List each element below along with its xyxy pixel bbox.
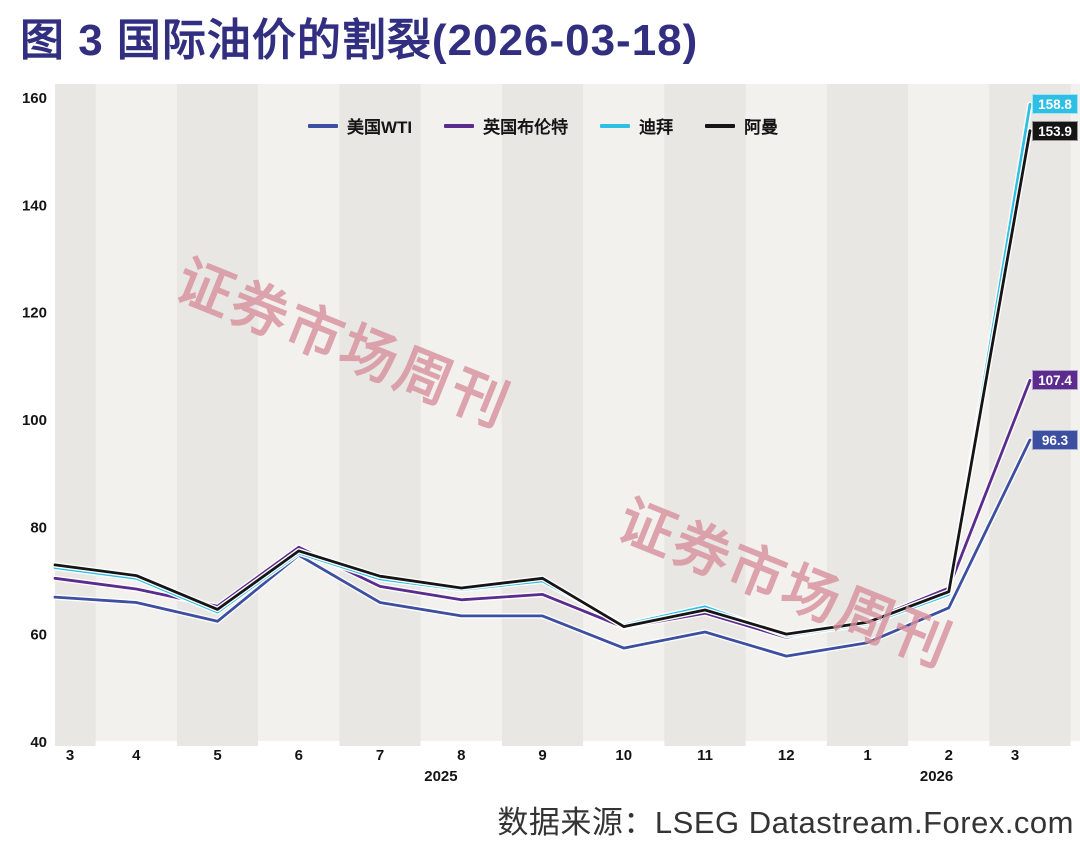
data-source-caption: 数据来源：LSEG Datastream.Forex.com [497,805,1074,840]
chart-bands [55,84,1080,746]
svg-text:9: 9 [538,747,546,764]
y-axis-labels: 40 60 80 100 120 140 160 [22,90,47,751]
svg-text:10: 10 [615,747,632,764]
svg-text:7: 7 [376,747,384,764]
chart-legend: 美国WTI 英国布伦特 迪拜 阿曼 [308,113,778,138]
svg-text:2025: 2025 [424,768,457,785]
svg-text:2: 2 [945,747,953,764]
svg-text:100: 100 [22,412,47,429]
legend-item-brent: 英国布伦特 [444,113,568,138]
wti-line-swatch [308,123,338,128]
svg-text:5: 5 [213,747,221,764]
svg-text:3: 3 [66,747,74,764]
legend-label-wti: 美国WTI [347,118,413,137]
legend-label-dubai: 迪拜 [639,118,674,137]
series-line-3 [53,129,1032,636]
series-line-0 [53,438,1032,658]
series-end-value-label-0: 96.3 [1032,430,1078,450]
svg-text:1: 1 [863,747,871,764]
svg-text:8: 8 [457,747,465,764]
dubai-line-swatch [600,123,631,128]
svg-text:11: 11 [697,747,713,764]
svg-text:80: 80 [30,519,47,536]
svg-text:12: 12 [778,747,795,764]
oman-line-swatch [705,123,736,128]
svg-text:120: 120 [22,305,47,322]
legend-label-brent: 英国布伦特 [483,118,569,137]
svg-text:2026: 2026 [920,768,953,785]
legend-item-dubai: 迪拜 [600,113,673,138]
series-end-value-label-1: 107.4 [1032,370,1078,390]
svg-text:40: 40 [30,734,47,751]
svg-text:6: 6 [295,747,303,764]
svg-text:4: 4 [132,747,141,764]
svg-text:60: 60 [30,627,47,644]
series-end-value-label-3: 153.9 [1032,121,1078,141]
series-lines [52,101,1033,659]
svg-text:140: 140 [22,197,47,214]
svg-text:3: 3 [1011,747,1019,764]
series-end-value-label-2: 158.8 [1032,94,1078,114]
legend-label-oman: 阿曼 [744,118,779,137]
svg-text:160: 160 [22,90,47,107]
legend-item-oman: 阿曼 [705,113,778,138]
page-title: 图 3 国际油价的割裂(2026-03-18) [20,16,699,65]
legend-item-wti: 美国WTI [308,113,412,138]
brent-line-swatch [444,123,475,128]
